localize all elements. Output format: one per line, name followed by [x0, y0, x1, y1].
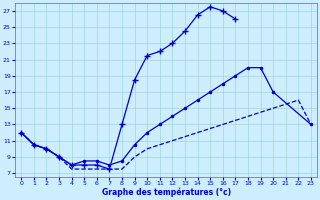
X-axis label: Graphe des températures (°c): Graphe des températures (°c) — [101, 188, 231, 197]
